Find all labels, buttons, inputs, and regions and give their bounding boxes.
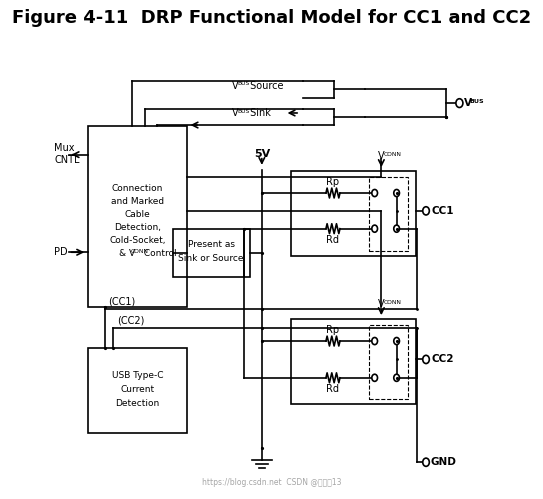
Text: (CC2): (CC2)	[117, 316, 144, 326]
Text: Detection: Detection	[115, 399, 160, 408]
Circle shape	[372, 374, 377, 381]
Text: Rp: Rp	[326, 324, 339, 334]
Text: (CC1): (CC1)	[108, 296, 135, 306]
Circle shape	[372, 190, 377, 197]
Text: and Marked: and Marked	[111, 197, 164, 206]
Text: Source: Source	[247, 80, 283, 90]
Text: Cable: Cable	[124, 210, 150, 219]
Circle shape	[372, 337, 377, 345]
Circle shape	[372, 225, 377, 232]
Bar	[173, 229, 250, 277]
Text: Current: Current	[121, 385, 154, 394]
Text: CNTL: CNTL	[54, 155, 80, 165]
Text: BUS: BUS	[237, 109, 249, 114]
Text: V: V	[464, 98, 472, 108]
Text: CONN: CONN	[130, 249, 148, 254]
Circle shape	[423, 355, 430, 364]
Text: BUS: BUS	[470, 99, 484, 104]
Bar	[369, 177, 408, 250]
Text: Detection,: Detection,	[114, 223, 161, 232]
Circle shape	[394, 337, 400, 345]
Text: https://blog.csdn.net  CSDN @小菜菜13: https://blog.csdn.net CSDN @小菜菜13	[202, 478, 341, 487]
Circle shape	[394, 190, 400, 197]
Circle shape	[394, 225, 400, 232]
Text: CC2: CC2	[431, 354, 454, 364]
Text: USB Type-C: USB Type-C	[112, 371, 163, 380]
Circle shape	[394, 374, 400, 381]
Circle shape	[456, 99, 463, 107]
Text: Rd: Rd	[326, 384, 339, 394]
Text: V: V	[378, 151, 385, 161]
Bar	[88, 126, 187, 307]
Text: PD: PD	[54, 247, 68, 257]
Text: Present as: Present as	[188, 240, 235, 249]
Text: Control: Control	[141, 249, 176, 258]
Text: BUS: BUS	[237, 81, 249, 86]
Bar	[291, 171, 416, 256]
Text: Cold-Socket,: Cold-Socket,	[109, 236, 166, 245]
Text: Figure 4-11  DRP Functional Model for CC1 and CC2: Figure 4-11 DRP Functional Model for CC1…	[12, 9, 531, 27]
Bar	[369, 325, 408, 399]
Circle shape	[423, 207, 430, 215]
Text: 5V: 5V	[254, 149, 270, 159]
Text: Sink: Sink	[247, 108, 270, 118]
Text: GND: GND	[431, 457, 456, 467]
Text: & V: & V	[119, 249, 135, 258]
Text: V: V	[232, 108, 238, 118]
Text: Mux: Mux	[54, 143, 75, 153]
Bar	[291, 319, 416, 404]
Text: V: V	[378, 299, 385, 309]
Circle shape	[423, 458, 430, 467]
Text: CC1: CC1	[431, 206, 454, 216]
Text: CONN: CONN	[383, 152, 401, 157]
Text: Rp: Rp	[326, 177, 339, 187]
Text: Rd: Rd	[326, 235, 339, 245]
Text: Sink or Source: Sink or Source	[179, 254, 244, 263]
Text: V: V	[232, 80, 238, 90]
Text: CONN: CONN	[383, 300, 401, 305]
Text: Connection: Connection	[112, 184, 163, 193]
Bar	[88, 348, 187, 433]
